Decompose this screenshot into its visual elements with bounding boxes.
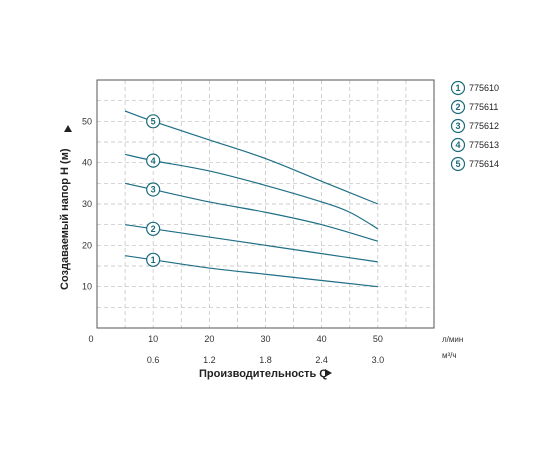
y-axis: 10 20 30 40 50 xyxy=(82,116,92,291)
series-lines xyxy=(124,110,379,288)
legend-marker xyxy=(450,137,466,153)
y-tick-label: 50 xyxy=(82,116,92,126)
y-axis-arrow xyxy=(64,125,72,132)
legend-entry-label: 775612 xyxy=(469,121,499,131)
y-tick-label: 40 xyxy=(82,158,92,168)
series-line-3 xyxy=(124,182,379,242)
series-marker-label: 1 xyxy=(151,255,156,265)
x-axis-primary-unit: л/мин xyxy=(442,335,463,344)
x-axis-arrow xyxy=(325,369,332,377)
series-line-5 xyxy=(124,110,379,205)
series-line-1 xyxy=(124,255,378,288)
x-tick-label: 20 xyxy=(204,334,214,344)
x-axis-primary: 0 10 20 30 40 50 xyxy=(88,334,382,344)
legend-marker-label: 3 xyxy=(455,121,460,131)
legend-marker xyxy=(450,156,466,172)
series-marker-1 xyxy=(146,252,161,267)
series-marker-3 xyxy=(146,182,161,197)
x-axis-label: Производительность Q xyxy=(199,368,328,380)
x-secondary-tick-label: 0.6 xyxy=(147,355,160,365)
y-tick-label: 10 xyxy=(82,282,92,292)
series-marker-5 xyxy=(146,114,161,129)
x-tick-label: 30 xyxy=(260,334,270,344)
x-tick-label: 10 xyxy=(148,334,158,344)
legend-marker-label: 5 xyxy=(455,159,460,169)
x-axis-secondary: 0.6 1.2 1.8 2.4 3.0 xyxy=(147,355,384,365)
x-secondary-tick-label: 1.2 xyxy=(203,355,216,365)
legend-marker xyxy=(450,99,466,115)
legend-entry-label: 775610 xyxy=(469,83,499,93)
series-marker-label: 5 xyxy=(151,117,156,127)
legend-entry-label: 775614 xyxy=(469,159,499,169)
y-tick-label: 30 xyxy=(82,199,92,209)
plot-frame xyxy=(96,79,435,329)
series-marker-4 xyxy=(146,153,161,168)
legend-marker-label: 2 xyxy=(455,102,460,112)
x-secondary-tick-label: 1.8 xyxy=(259,355,272,365)
legend-marker xyxy=(450,80,466,96)
legend-entry-label: 775613 xyxy=(469,140,499,150)
series-marker-label: 3 xyxy=(151,185,156,195)
series-marker-label: 4 xyxy=(151,156,156,166)
legend-marker xyxy=(450,118,466,134)
x-secondary-tick-label: 3.0 xyxy=(372,355,385,365)
series-markers: 1 2 3 4 5 xyxy=(146,114,161,267)
x-tick-label: 0 xyxy=(88,334,93,344)
y-axis-label: Создаваемый напор H (м) xyxy=(59,148,71,290)
x-axis-secondary-unit: м³/ч xyxy=(442,351,457,360)
legend-marker-label: 1 xyxy=(455,83,460,93)
legend-marker-label: 4 xyxy=(455,140,460,150)
x-tick-label: 40 xyxy=(317,334,327,344)
y-tick-label: 20 xyxy=(82,240,92,250)
series-marker-2 xyxy=(146,221,161,236)
x-secondary-tick-label: 2.4 xyxy=(315,355,328,365)
legend-entry-label: 775611 xyxy=(469,102,498,112)
x-tick-label: 50 xyxy=(373,334,383,344)
legend: 1 775610 2 775611 3 775612 4 775613 5 775614 xyxy=(450,80,499,172)
series-marker-label: 2 xyxy=(151,224,156,234)
